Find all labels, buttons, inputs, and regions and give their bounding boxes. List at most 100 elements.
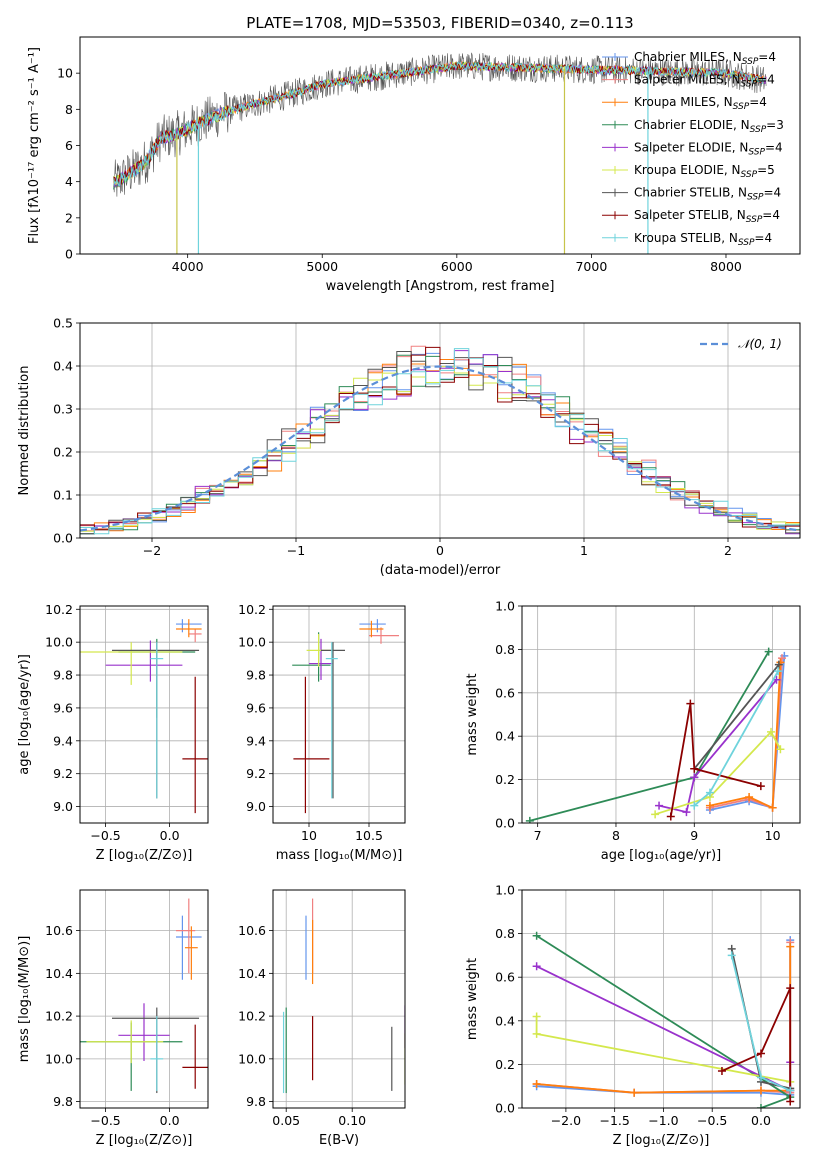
age-vs-Z-ytick-label-3: 9.6 [53,700,73,715]
weight-vs-Z-marker-7-1 [756,1049,765,1058]
weight-vs-Z-marker-7-2 [786,984,795,993]
spectrum-legend-label-sub: SSP [750,125,767,135]
age-vs-Z-ytick-label-6: 10.2 [45,602,73,617]
mass-vs-Z-frame [79,889,209,1109]
weight-vs-Z-xtick-label-0: −2.0 [551,1113,581,1128]
age-vs-mass-ytick-label-1: 9.2 [246,766,266,781]
spectrum-xtick-label-2: 6000 [441,259,473,274]
weight-vs-Z-marker-3-2 [756,1104,765,1108]
spectrum-legend-label-main: Salpeter STELIB, N [634,208,746,222]
weight-vs-age-marker-4-2 [690,773,699,782]
spectrum-legend-label-main: Kroupa MILES, N [634,95,733,109]
spectrum-legend-label-main: Salpeter MILES, N [634,73,741,87]
spectrum-legend-label-n: =4 [749,95,767,109]
age-vs-Z-ytick-label-1: 9.2 [53,766,73,781]
mass-vs-EBV-xtick-label-0: 0.05 [272,1113,300,1128]
residual-legend-label: 𝒩(0, 1) [738,337,782,351]
weight-vs-age-xtick-label-1: 8 [612,828,620,843]
residuals-ytick-label-3: 0.3 [53,402,73,417]
spectrum-ytick-label-3: 6 [65,138,73,153]
mass-vs-Z-ytick-label-2: 10.2 [45,1009,73,1024]
residuals-ytick-label-1: 0.1 [53,488,73,503]
weight-vs-Z-marker-2-0 [532,1080,541,1089]
weight-vs-age-marker-7-0 [666,812,675,821]
spectrum-xtick-label-4: 8000 [710,259,742,274]
spectrum-xtick-label-0: 4000 [172,259,204,274]
spectrum-ytick-label-4: 8 [65,102,73,117]
spectrum-xlabel: wavelength [Angstrom, rest frame] [326,279,555,294]
mass-vs-Z-axes: −0.5 0.0 9.8 10.0 10.2 10.4 10.6 Z [log₁₀(Z/Z⊙)… [17,889,209,1148]
spectrum-xtick-label-1: 5000 [306,259,338,274]
weight-vs-age-marker-7-3 [756,782,765,791]
spectrum-legend-label-main: Chabrier ELODIE, N [634,118,750,132]
spectrum-legend-label-7: Salpeter STELIB, NSSP=4 [634,208,780,225]
spectrum-legend-label-main: Salpeter ELODIE, N [634,140,748,154]
spectrum-plot-area [113,52,767,254]
weight-vs-age-xtick-label-0: 7 [534,828,542,843]
weight-vs-Z-series-7 [721,987,792,1102]
age-vs-mass-ytick-label-6: 10.2 [238,602,266,617]
spectrum-legend-label-n: =4 [757,73,775,87]
mass-vs-Z-plot-area [80,898,208,1094]
spectrum-legend-label-sub: SSP [742,57,759,67]
age-vs-mass-plot-area [292,619,399,814]
weight-vs-Z-marker-2-1 [630,1088,639,1097]
weight-vs-age-frame [521,605,801,824]
spectrum-legend-label-2: Kroupa MILES, NSSP=4 [634,95,767,112]
weight-vs-Z-plot-area [532,931,795,1108]
weight-vs-Z-marker-8-0 [727,951,736,960]
age-vs-mass-xtick-label-1: 10.5 [355,828,383,843]
mass-vs-EBV-xtick-label-1: 0.10 [338,1113,366,1128]
weight-vs-Z-ytick-label-5: 1.0 [495,883,515,898]
mass-vs-EBV-plot-area [282,898,405,1094]
spectrum-legend-label-3: Chabrier ELODIE, NSSP=3 [634,118,784,135]
weight-vs-Z-xtick-label-3: −0.5 [697,1113,727,1128]
mass-vs-EBV-frame [272,889,406,1109]
weight-vs-Z-ytick-label-1: 0.2 [495,1057,515,1072]
spectrum-series-1 [113,60,767,187]
weight-vs-Z-ytick-label-3: 0.6 [495,970,515,985]
age-vs-Z-frame [79,605,209,824]
spectrum-series-7 [113,61,767,185]
residuals-xlabel: (data-model)/error [380,563,501,578]
age-vs-mass-ytick-label-3: 9.6 [246,700,266,715]
weight-vs-age-marker-1-3 [777,654,786,663]
weight-vs-age-ytick-label-2: 0.4 [495,729,515,744]
weight-vs-Z-ytick-label-2: 0.4 [495,1013,515,1028]
weight-vs-Z-marker-2-4 [786,942,795,951]
weight-vs-age-xtick-label-3: 10 [765,828,781,843]
mass-vs-EBV-xlabel: E(B-V) [319,1133,359,1148]
mass-vs-Z-xtick-label-1: 0.0 [160,1113,180,1128]
spectrum-legend-label-n: =4 [765,140,783,154]
figure-title: PLATE=1708, MJD=53503, FIBERID=0340, z=0… [246,14,633,32]
spectrum-legend-label-n: =5 [757,163,775,177]
weight-vs-age-xlabel: age [log₁₀(age/yr)] [601,848,722,863]
weight-vs-Z-xtick-label-1: −1.5 [599,1113,629,1128]
weight-vs-Z-marker-5-0 [532,1012,541,1021]
weight-vs-Z-xtick-label-2: −1.0 [648,1113,678,1128]
residuals-ytick-label-0: 0.0 [53,531,73,546]
spectrum-legend-label-n: =3 [766,118,784,132]
mass-vs-Z-xtick-label-0: −0.5 [90,1113,120,1128]
weight-vs-age-series-7 [669,703,762,817]
weight-vs-Z-ytick-label-4: 0.8 [495,926,515,941]
age-vs-mass-ytick-label-5: 10.0 [238,635,266,650]
age-vs-Z-ylabel: age [log₁₀(age/yr)] [17,654,32,775]
weight-vs-age-marker-5-3 [776,745,785,754]
spectrum-legend-label-main: Chabrier MILES, N [634,50,742,64]
age-vs-Z-ytick-label-0: 9.0 [53,799,73,814]
weight-vs-age-marker-4-1 [682,808,691,817]
weight-vs-Z-marker-8-1 [756,1073,765,1082]
weight-vs-age-axes: 7 8 9 10 0.0 0.2 0.4 0.6 0.8 1.0 age [log₁₀(age/yr… [465,599,801,863]
mass-vs-Z-ylabel: mass [log₁₀(M/M⊙)] [17,936,32,1063]
spectrum-legend-label-4: Salpeter ELODIE, NSSP=4 [634,140,783,157]
mass-vs-Z-ytick-label-4: 10.6 [45,923,73,938]
mass-vs-EBV-ytick-label-4: 10.6 [238,923,266,938]
spectrum-legend-label-sub: SSP [747,193,764,203]
weight-vs-age-marker-4-0 [655,801,664,810]
weight-vs-age-marker-8-0 [690,801,699,810]
spectrum-legend-label-sub: SSP [741,80,758,90]
age-vs-Z-plot-area [80,619,208,814]
spectrum-ytick-label-2: 4 [65,174,73,189]
